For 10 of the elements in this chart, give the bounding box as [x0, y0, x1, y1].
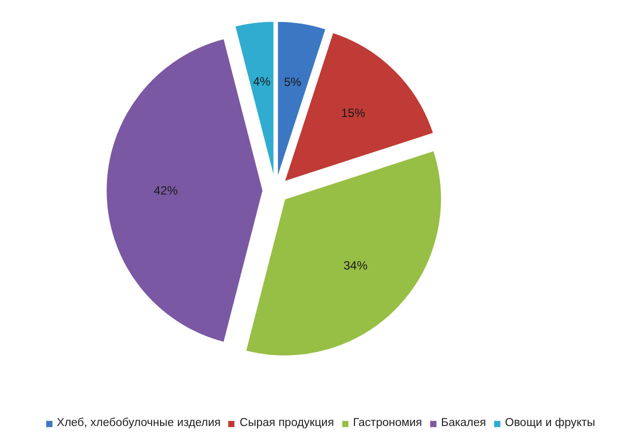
legend-label: Бакалея [441, 417, 486, 429]
legend-label: Овощи и фрукты [505, 417, 596, 429]
legend-label: Хлеб, хлебобулочные изделия [56, 417, 221, 429]
data-label: 42% [154, 184, 178, 198]
data-label: 4% [253, 74, 271, 89]
data-label: 5% [284, 75, 302, 90]
data-label: 34% [343, 258, 368, 273]
legend-label: Сырая продукция [240, 417, 334, 429]
legend-label: Гастрономия [352, 417, 422, 429]
data-label: 15% [341, 106, 366, 120]
